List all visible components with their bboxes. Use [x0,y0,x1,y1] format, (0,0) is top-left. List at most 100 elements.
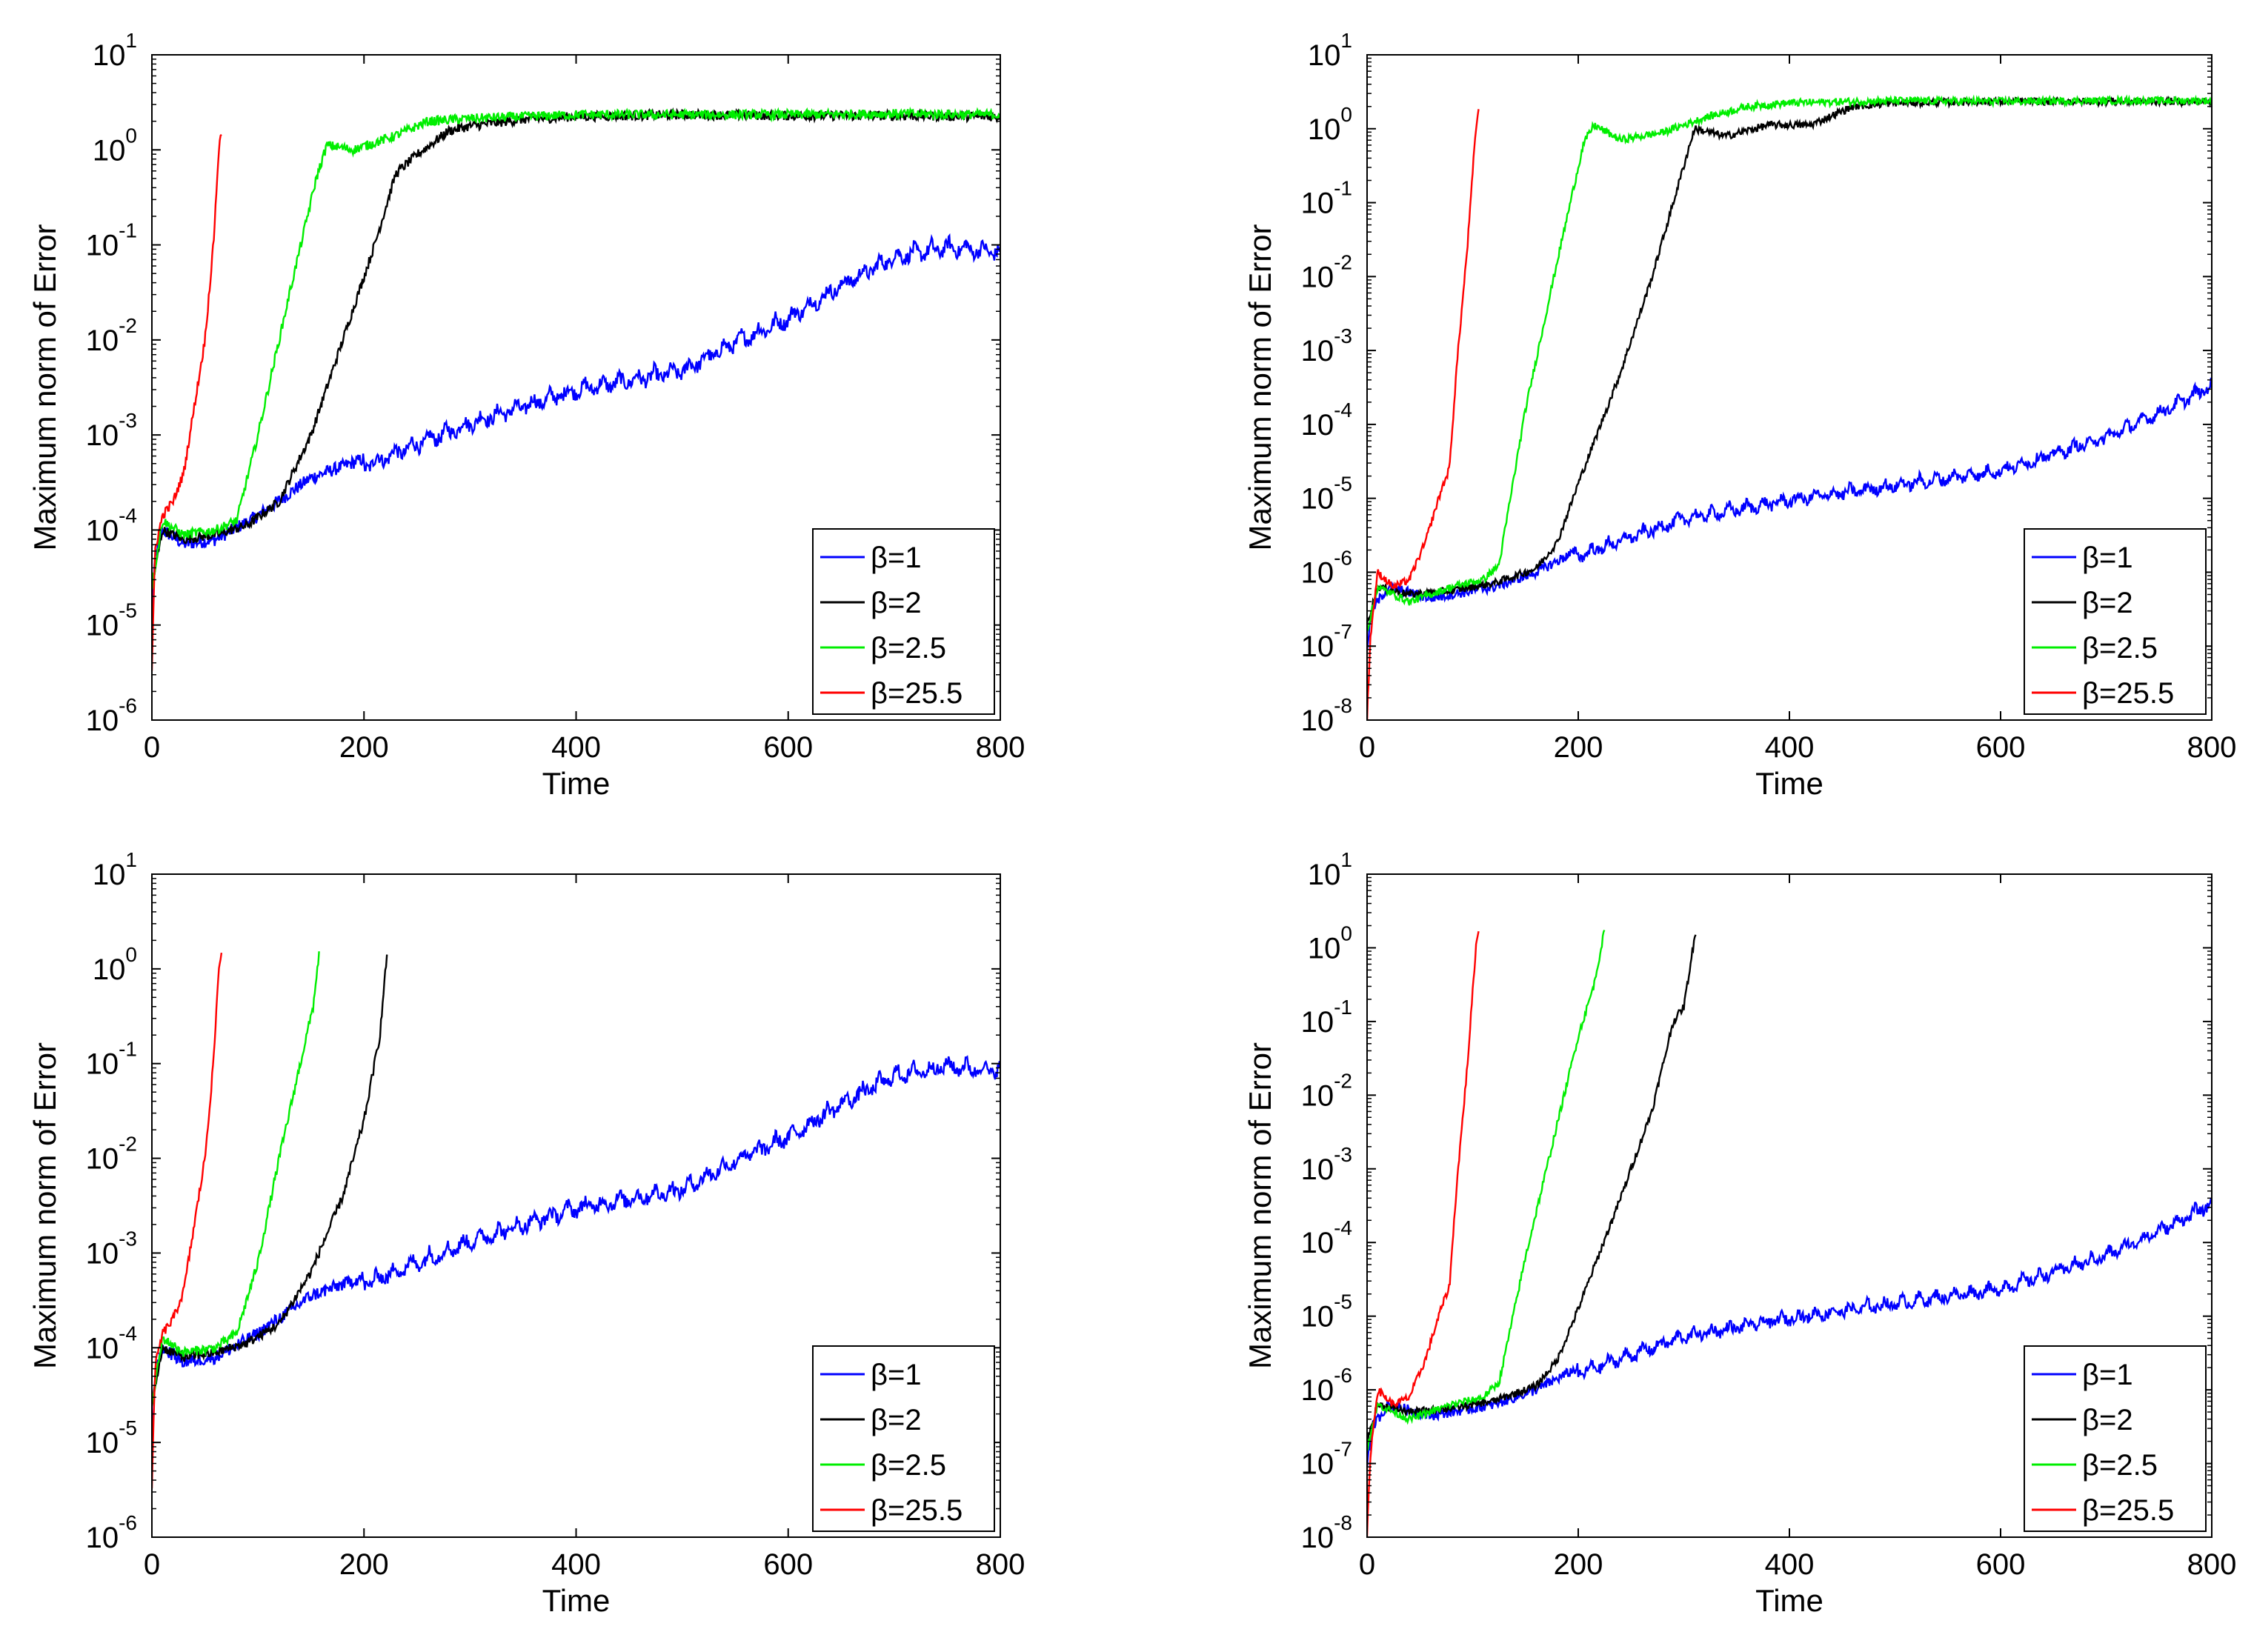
legend: β=1 β=2 β=2.5 β=25.5 [812,1345,995,1532]
y-tick-label: 10-3 [1301,324,1352,367]
y-tick-label: 10-2 [86,1133,137,1176]
legend: β=1 β=2 β=2.5 β=25.5 [812,528,995,715]
x-tick-label: 800 [976,1548,1025,1581]
series-line-3 [152,106,1000,590]
legend-label: β=2 [871,1404,922,1436]
legend-box [2024,528,2207,715]
x-tick-label: 600 [763,1548,813,1581]
x-axis-label: Time [1755,1583,1824,1618]
chart-panel-2: 0 200 400 600 800 10-8 10-7 10-6 10-5 10-4 10-3 10-… [1243,29,2236,801]
x-tick-label: 0 [1359,1548,1375,1581]
y-tick-label: 10-1 [1301,177,1352,220]
legend-label: β=25.5 [2082,677,2174,710]
y-tick-label: 10-3 [86,1227,137,1270]
x-tick-label: 0 [144,731,160,764]
x-tick-label: 400 [1765,731,1815,764]
x-tick-label: 200 [1554,1548,1603,1581]
legend-label: β=25.5 [2082,1494,2174,1527]
y-tick-label: 10-1 [86,1038,137,1081]
y-tick-label: 10-2 [1301,1069,1352,1112]
legend: β=1 β=2 β=2.5 β=25.5 [2024,528,2207,715]
y-tick-label: 10-7 [1301,1438,1352,1481]
y-axis-label: Maximum norm of Error [1243,224,1277,550]
x-tick-label: 600 [1976,1548,2026,1581]
x-tick-label: 400 [1765,1548,1815,1581]
y-tick-label: 101 [93,29,137,72]
series-line-4 [152,133,222,671]
y-tick-label: 10-5 [1301,473,1352,516]
series-line-4 [152,952,223,1489]
y-tick-label: 10-8 [1301,694,1352,737]
series-line-1 [152,233,1000,623]
y-tick-label: 100 [93,943,137,986]
x-axis-label: Time [542,1583,611,1618]
y-tick-label: 10-6 [1301,1364,1352,1407]
y-tick-label: 10-3 [1301,1143,1352,1186]
legend: β=1 β=2 β=2.5 β=25.5 [2024,1345,2207,1532]
y-axis-label: Maximum norm of Error [27,1042,62,1369]
y-tick-label: 10-5 [86,1416,137,1459]
legend-label: β=2.5 [871,632,946,665]
chart-panel-1: 0 200 400 600 800 10-6 10-5 10-4 10-3 10-2 10-1 100… [27,29,1025,801]
x-tick-label: 600 [1976,731,2026,764]
y-tick-label: 10-6 [86,1511,137,1554]
legend-label: β=2.5 [2082,632,2158,665]
legend-label: β=2.5 [2082,1449,2158,1482]
y-tick-label: 100 [1308,103,1352,146]
x-tick-label: 200 [339,1548,389,1581]
legend-label: β=2.5 [871,1449,946,1482]
x-tick-label: 200 [1554,731,1603,764]
y-axis-label: Maximum norm of Error [1243,1042,1277,1369]
series-line-2 [152,107,1000,585]
y-tick-label: 10-2 [86,314,137,357]
x-axis-label: Time [1755,766,1824,801]
series-line-1 [1367,377,2212,650]
x-tick-label: 400 [551,731,601,764]
series-line-4 [1367,109,1480,720]
legend-label: β=1 [871,1359,922,1391]
series-line-2 [1367,934,1697,1444]
series-line-4 [1367,930,1480,1537]
legend-box [2024,1345,2207,1532]
y-tick-label: 10-5 [1301,1290,1352,1333]
series-line-3 [1367,930,1606,1452]
x-tick-label: 800 [2187,731,2237,764]
x-tick-label: 400 [551,1548,601,1581]
legend-box [812,528,995,715]
series-line-2 [152,954,388,1405]
chart-panel-3: 0 200 400 600 800 10-6 10-5 10-4 10-3 10-2 10-1 100… [27,848,1025,1618]
y-tick-label: 10-2 [1301,250,1352,293]
y-tick-label: 10-1 [1301,996,1352,1039]
y-tick-label: 10-1 [86,219,137,262]
legend-label: β=1 [2082,542,2133,574]
y-tick-label: 10-4 [1301,399,1352,442]
chart-panel-4: 0 200 400 600 800 10-8 10-7 10-6 10-5 10-4 10-3 10-… [1243,848,2236,1618]
y-tick-label: 101 [1308,29,1352,72]
y-tick-label: 100 [93,124,137,167]
y-tick-label: 10-6 [1301,546,1352,589]
y-tick-label: 10-5 [86,599,137,642]
y-tick-label: 10-6 [86,694,137,737]
y-tick-label: 101 [1308,848,1352,891]
x-tick-label: 0 [1359,731,1375,764]
y-tick-label: 10-4 [86,504,137,547]
y-tick-label: 101 [93,848,137,891]
legend-box [812,1345,995,1532]
y-tick-label: 10-8 [1301,1511,1352,1554]
y-tick-label: 10-3 [86,409,137,452]
y-tick-label: 10-4 [1301,1216,1352,1259]
series-line-1 [152,1055,1000,1437]
series-line-3 [1367,94,2212,632]
legend-label: β=2 [2082,1404,2133,1436]
legend-label: β=1 [2082,1359,2133,1391]
x-tick-label: 800 [976,731,1025,764]
x-tick-label: 600 [763,731,813,764]
x-tick-label: 0 [144,1548,160,1581]
x-tick-label: 800 [2187,1548,2237,1581]
y-axis-label: Maximum norm of Error [27,224,62,550]
legend-label: β=1 [871,542,922,574]
legend-label: β=2 [871,587,922,619]
x-axis-label: Time [542,766,611,801]
y-tick-label: 100 [1308,922,1352,965]
